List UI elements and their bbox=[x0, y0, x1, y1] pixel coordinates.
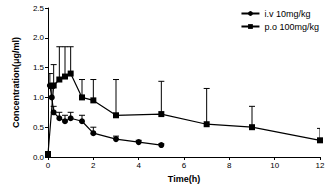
svg-text:1.0: 1.0 bbox=[33, 93, 45, 102]
svg-text:6: 6 bbox=[182, 161, 187, 170]
svg-text:10: 10 bbox=[270, 161, 279, 170]
svg-text:2.0: 2.0 bbox=[33, 33, 45, 42]
svg-text:Concentration(μg/ml): Concentration(μg/ml) bbox=[11, 37, 21, 128]
svg-text:2: 2 bbox=[91, 161, 96, 170]
svg-text:p.o 100mg/kg: p.o 100mg/kg bbox=[264, 22, 319, 32]
svg-text:i.v 10mg/kg: i.v 10mg/kg bbox=[264, 9, 310, 19]
svg-text:0.5: 0.5 bbox=[33, 123, 45, 132]
svg-text:1.5: 1.5 bbox=[33, 63, 45, 72]
svg-text:2.5: 2.5 bbox=[33, 4, 45, 13]
svg-text:0.0: 0.0 bbox=[33, 153, 45, 162]
svg-text:Time(h): Time(h) bbox=[168, 174, 200, 184]
svg-text:12: 12 bbox=[316, 161, 325, 170]
svg-text:8: 8 bbox=[227, 161, 232, 170]
svg-text:0: 0 bbox=[46, 161, 51, 170]
svg-text:4: 4 bbox=[136, 161, 141, 170]
